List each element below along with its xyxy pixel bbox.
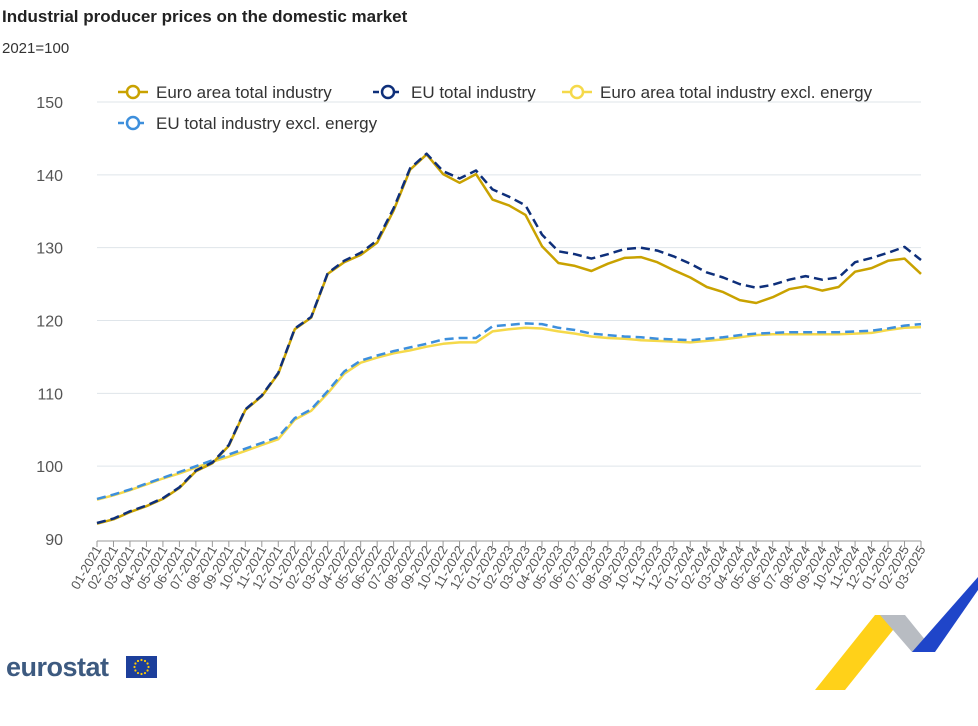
series-line-2 xyxy=(96,325,922,501)
flag-star xyxy=(140,672,143,676)
flag-star xyxy=(133,665,136,669)
flag-star xyxy=(136,659,140,663)
legend-label: EU total industry excl. energy xyxy=(156,114,378,133)
legend-item[interactable]: Euro area total industry excl. energy xyxy=(562,83,873,102)
flag-star xyxy=(143,671,147,675)
y-tick-label: 140 xyxy=(36,168,63,185)
legend-item[interactable]: EU total industry excl. energy xyxy=(118,114,378,133)
flag-star xyxy=(146,669,149,672)
legend-label: Euro area total industry xyxy=(156,83,332,102)
series-line-3 xyxy=(96,322,922,501)
y-tick-label: 90 xyxy=(45,532,63,549)
chart-subtitle: 2021=100 xyxy=(2,40,70,57)
series-line-0 xyxy=(96,153,922,525)
legend-label: EU total industry xyxy=(411,83,536,102)
flag-star xyxy=(136,671,140,675)
series-line-1 xyxy=(96,152,922,525)
flag-star xyxy=(147,665,150,669)
legend-marker-icon xyxy=(569,84,585,100)
y-tick-label: 120 xyxy=(36,314,63,331)
legend-label: Euro area total industry excl. energy xyxy=(600,83,873,102)
y-tick-label: 150 xyxy=(36,95,63,112)
flag-star xyxy=(134,669,137,672)
legend-item[interactable]: EU total industry xyxy=(373,83,536,102)
legend-marker-icon xyxy=(125,115,141,131)
legend-marker-icon xyxy=(125,84,141,100)
legend-marker-icon xyxy=(380,84,396,100)
y-tick-label: 130 xyxy=(36,241,63,258)
flag-star xyxy=(143,659,147,663)
flag-star xyxy=(134,662,137,665)
legend-item[interactable]: Euro area total industry xyxy=(118,83,332,102)
decorative-corner-graphic xyxy=(815,577,978,690)
chart-title: Industrial producer prices on the domest… xyxy=(2,7,408,26)
eurostat-logo: eurostat xyxy=(6,652,109,682)
flag-star xyxy=(140,658,143,662)
flag-star xyxy=(146,662,149,665)
y-tick-label: 110 xyxy=(37,386,63,403)
y-tick-label: 100 xyxy=(36,459,63,476)
eu-flag-icon xyxy=(126,656,157,678)
